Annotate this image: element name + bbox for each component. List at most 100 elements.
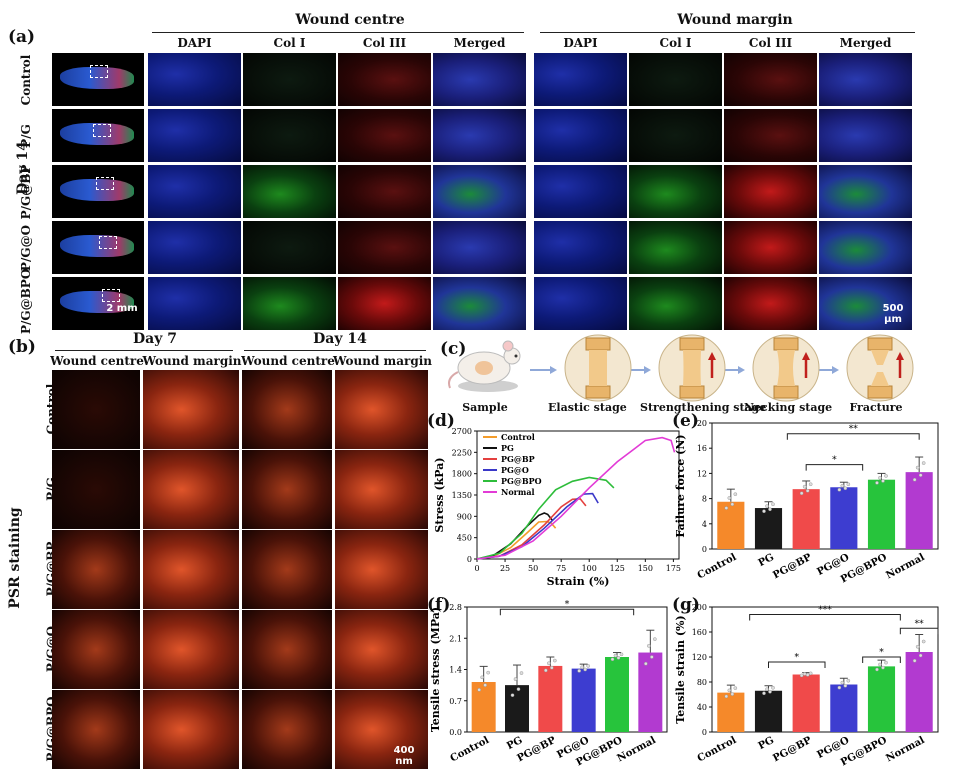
stage-label: Necking stage (744, 401, 833, 414)
fluorescence-tile (724, 53, 817, 106)
data-point (808, 482, 813, 487)
fluorescence-tile (534, 109, 627, 162)
bar (905, 652, 933, 732)
data-point (802, 484, 807, 489)
y-tick-label: 450 (457, 534, 472, 543)
tensile-strain-chart: 0 40 80 120 160 200 Tensile strain (%) Control P… (674, 603, 939, 768)
bar (830, 684, 858, 732)
data-point (616, 656, 621, 660)
flow-arrow (530, 366, 557, 374)
fluorescence-tile (629, 221, 722, 274)
fluorescence-tile (148, 221, 241, 274)
data-point (805, 488, 810, 493)
data-point (875, 481, 879, 485)
data-point (878, 476, 882, 480)
fluorescence-tile (433, 53, 526, 106)
data-point (846, 678, 851, 683)
data-point (808, 671, 813, 676)
data-point (553, 658, 557, 663)
psr-tile (335, 610, 428, 689)
data-point (733, 492, 738, 496)
fluorescence-tile (819, 165, 912, 218)
overview-tile (52, 109, 144, 162)
data-point (843, 683, 848, 688)
y-tick-label: 1350 (452, 491, 472, 500)
fluorescence-tile (433, 221, 526, 274)
data-point (921, 461, 926, 465)
data-point (610, 657, 615, 662)
fluorescence-tile (629, 109, 722, 162)
bar (638, 652, 663, 732)
fluorescence-tile (148, 109, 241, 162)
data-point (613, 653, 618, 658)
data-point (840, 680, 845, 685)
fluorescence-tile (338, 277, 431, 330)
psr-tile (52, 530, 140, 609)
overview-tile (52, 165, 144, 218)
stage-label: Strengthening stage (640, 401, 767, 414)
bar (717, 692, 745, 732)
fluorescence-tile (433, 277, 526, 330)
psr-tile (52, 370, 140, 449)
specimen-stage-icon (658, 334, 726, 402)
significance-bracket: ** (786, 425, 920, 440)
tissue-outline (60, 179, 134, 201)
bar (754, 508, 783, 549)
fluorescence-tile (243, 53, 336, 106)
data-point (577, 669, 581, 673)
panel-c-label: (c) (440, 339, 467, 359)
data-point (733, 686, 738, 690)
y-tick-label: 40 (697, 703, 707, 712)
psr-tile (242, 370, 332, 449)
x-tick-label: 25 (500, 564, 510, 573)
x-tick-label: 150 (638, 564, 653, 573)
significance-mark: * (795, 653, 800, 663)
category-label: Control (449, 735, 492, 765)
category-label: Normal (884, 552, 926, 581)
bar (792, 489, 820, 549)
data-point (724, 694, 729, 699)
data-point (516, 687, 521, 691)
y-tick-label: 1.4 (449, 666, 462, 675)
y-tick-label: 0 (702, 545, 707, 554)
series-line (476, 492, 599, 560)
data-point (805, 673, 810, 677)
data-point (724, 506, 729, 510)
roi-box (96, 177, 114, 190)
data-point (799, 673, 804, 678)
psr-tile (143, 370, 239, 449)
fluorescence-tile (148, 165, 241, 218)
y-axis-label: Stress (kPa) (433, 457, 446, 532)
data-point (878, 662, 882, 667)
data-point (837, 487, 842, 492)
significance-bracket: * (862, 648, 901, 663)
data-point (921, 639, 926, 644)
data-point (647, 644, 651, 648)
stress-strain-chart: 0 450 900 1350 1800 2250 2700 0 25 50 75 100 125 150 1… (433, 427, 681, 588)
roi-box (93, 124, 111, 137)
psr-tile (52, 690, 140, 769)
significance-bracket: *** (749, 606, 901, 621)
x-tick-label: 50 (528, 564, 538, 573)
roi-box (90, 65, 108, 78)
column-header: Wound margin (333, 354, 432, 368)
y-tick-label: 2250 (452, 448, 472, 457)
data-point (762, 691, 766, 696)
stage-label: Elastic stage (548, 401, 627, 414)
column-header: Wound margin (142, 354, 242, 368)
tissue-outline (60, 235, 134, 257)
data-point (912, 477, 917, 482)
significance-mark: * (565, 600, 570, 610)
psr-tile (242, 610, 332, 689)
data-point (544, 668, 548, 673)
y-tick-label: 0.7 (449, 697, 462, 706)
category-label: PG (757, 552, 776, 569)
plot-frame (711, 606, 939, 733)
y-axis-label: Failure force (N) (674, 434, 687, 537)
roi-box (99, 236, 117, 249)
legend-entry: PG@O (501, 465, 529, 475)
fluorescence-tile (148, 277, 241, 330)
scale-bar-overview: 2 mm (106, 303, 138, 314)
y-tick-label: 1800 (452, 470, 472, 479)
failure-force-chart: 0 4 8 12 16 20 Failure force (N) Control PGPG@BP… (674, 419, 939, 585)
